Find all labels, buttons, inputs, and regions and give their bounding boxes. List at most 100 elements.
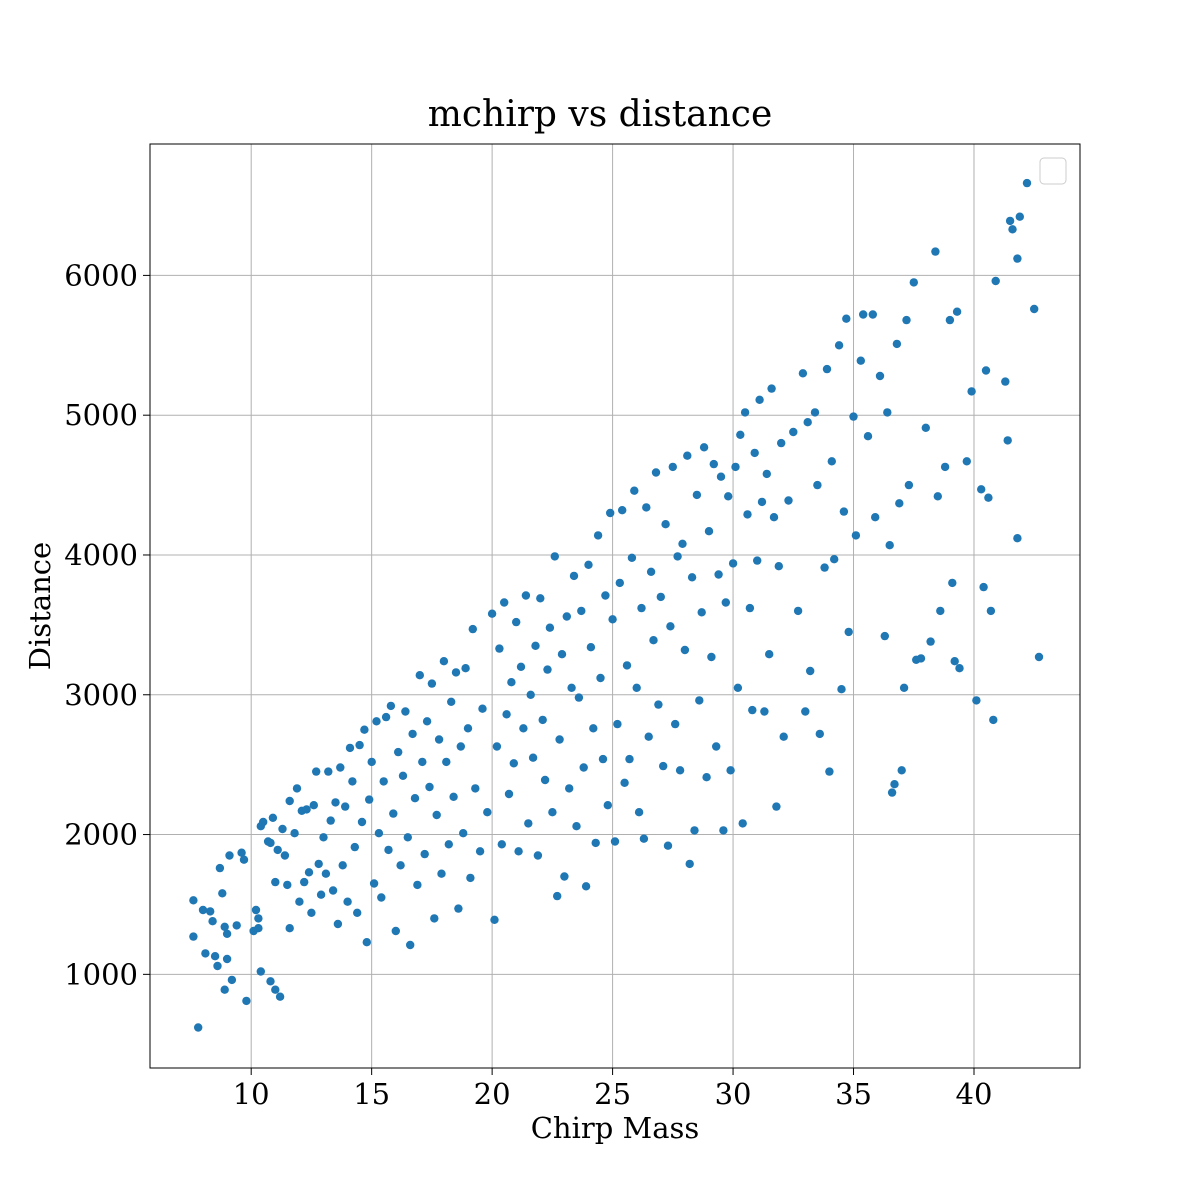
data-point bbox=[283, 880, 292, 890]
data-point bbox=[740, 408, 750, 417]
x-tick-label: 25 bbox=[594, 1077, 631, 1111]
data-point bbox=[275, 992, 285, 1001]
data-point bbox=[581, 882, 591, 891]
data-point bbox=[430, 914, 439, 923]
data-point bbox=[251, 905, 261, 915]
data-point bbox=[813, 480, 822, 490]
x-tick-label: 35 bbox=[835, 1077, 872, 1111]
data-point bbox=[442, 757, 451, 767]
data-point bbox=[871, 513, 880, 522]
data-point bbox=[526, 690, 535, 699]
data-point bbox=[777, 438, 786, 448]
data-point bbox=[345, 743, 355, 753]
data-point bbox=[644, 732, 653, 741]
data-point bbox=[531, 641, 540, 650]
x-tick-label: 10 bbox=[233, 1077, 270, 1111]
data-point bbox=[981, 366, 991, 375]
data-point bbox=[683, 451, 692, 460]
data-point bbox=[977, 485, 986, 494]
data-point bbox=[603, 801, 612, 810]
data-point bbox=[509, 759, 518, 768]
data-point bbox=[372, 717, 381, 726]
data-point bbox=[353, 908, 362, 917]
data-point bbox=[743, 510, 752, 519]
data-point bbox=[447, 697, 456, 706]
x-tick-label: 40 bbox=[956, 1077, 993, 1111]
data-point bbox=[610, 837, 620, 846]
data-point bbox=[304, 868, 314, 877]
y-tick-label: 3000 bbox=[64, 678, 138, 712]
data-point bbox=[690, 826, 699, 835]
data-point bbox=[663, 841, 673, 850]
data-point bbox=[868, 310, 877, 319]
data-point bbox=[198, 905, 208, 915]
data-point bbox=[731, 462, 740, 472]
data-point bbox=[827, 457, 836, 466]
data-point bbox=[842, 314, 851, 323]
data-point bbox=[618, 506, 627, 515]
data-point bbox=[533, 851, 543, 860]
data-point bbox=[444, 840, 453, 849]
data-point bbox=[680, 645, 690, 655]
data-point bbox=[608, 615, 617, 624]
data-point bbox=[591, 838, 600, 848]
data-point bbox=[418, 757, 427, 767]
data-point bbox=[952, 307, 962, 316]
data-point bbox=[360, 725, 369, 734]
data-point bbox=[921, 423, 930, 432]
data-point bbox=[521, 591, 531, 600]
data-point bbox=[189, 896, 198, 905]
data-point bbox=[625, 754, 634, 764]
data-point bbox=[728, 559, 738, 568]
data-point bbox=[1003, 436, 1012, 445]
data-point bbox=[227, 975, 237, 985]
data-point bbox=[391, 926, 400, 936]
data-point bbox=[579, 763, 588, 772]
data-point bbox=[420, 849, 429, 859]
data-point bbox=[849, 412, 858, 421]
data-point bbox=[285, 796, 294, 806]
data-point bbox=[1015, 212, 1024, 221]
data-point bbox=[316, 890, 326, 899]
data-point bbox=[314, 859, 323, 869]
data-point bbox=[692, 490, 702, 500]
data-point bbox=[825, 767, 834, 776]
data-point bbox=[769, 513, 779, 522]
data-point bbox=[986, 606, 996, 616]
y-tick-label: 4000 bbox=[64, 538, 138, 572]
data-point bbox=[962, 457, 971, 466]
data-point bbox=[753, 556, 762, 565]
data-point bbox=[721, 598, 730, 607]
data-point bbox=[553, 891, 562, 901]
data-point bbox=[336, 763, 345, 772]
data-point bbox=[620, 778, 629, 787]
data-point bbox=[765, 650, 774, 659]
data-point bbox=[502, 710, 511, 719]
data-point bbox=[562, 612, 571, 621]
data-point bbox=[950, 657, 959, 666]
data-point bbox=[543, 665, 552, 674]
data-point bbox=[300, 877, 309, 887]
data-point bbox=[904, 480, 914, 490]
x-tick-label: 30 bbox=[715, 1077, 752, 1111]
data-point bbox=[760, 707, 769, 716]
data-point bbox=[755, 395, 764, 404]
data-point bbox=[815, 729, 824, 739]
data-point bbox=[538, 715, 547, 725]
data-point bbox=[415, 671, 424, 680]
data-point bbox=[719, 826, 728, 835]
data-point bbox=[1013, 534, 1022, 543]
data-point bbox=[478, 704, 487, 713]
data-point bbox=[933, 492, 942, 501]
data-point bbox=[671, 719, 680, 729]
data-point bbox=[321, 869, 331, 878]
data-point bbox=[386, 701, 396, 711]
plot-frame bbox=[149, 143, 1081, 1069]
data-point bbox=[837, 685, 846, 694]
chart-title: mchirp vs distance bbox=[428, 94, 773, 135]
data-point bbox=[666, 622, 675, 631]
data-point bbox=[516, 662, 526, 671]
data-point bbox=[490, 915, 499, 924]
data-point bbox=[989, 715, 998, 725]
